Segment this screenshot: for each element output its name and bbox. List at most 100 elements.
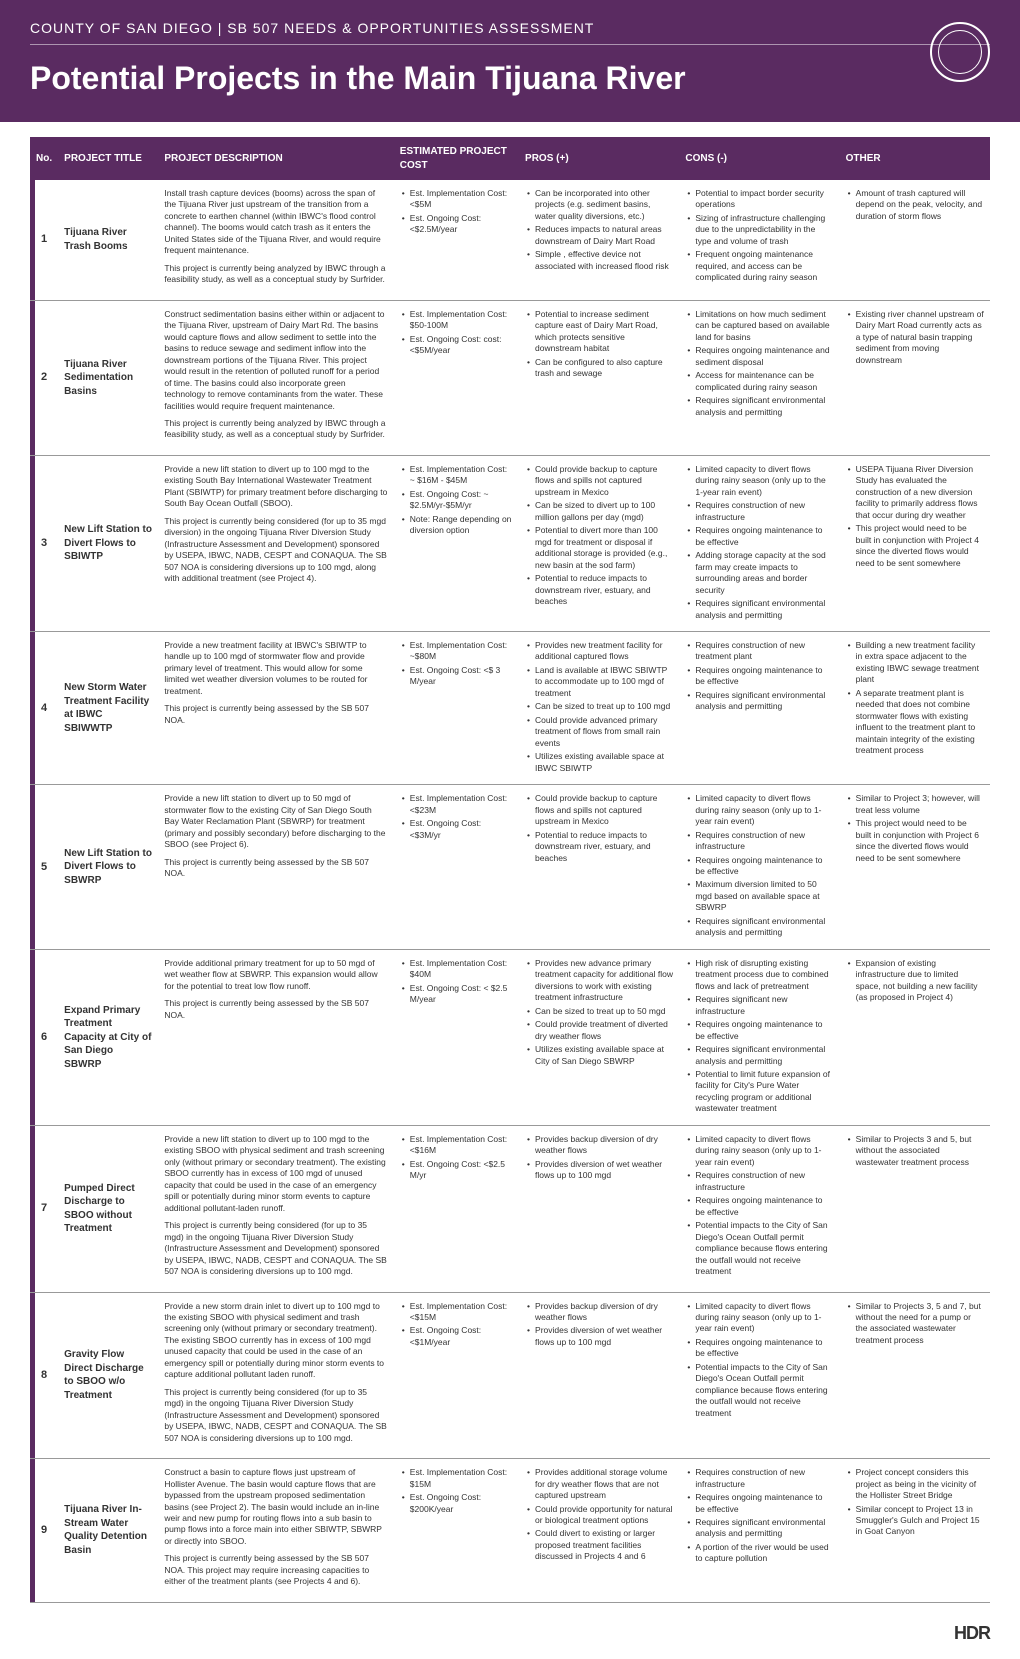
list-item: Requires significant environmental analy…	[685, 395, 833, 418]
table-header-row: No. PROJECT TITLE PROJECT DESCRIPTION ES…	[30, 137, 990, 180]
row-number: 4	[30, 632, 58, 785]
project-title: New Lift Station to Divert Flows to SBWR…	[58, 785, 158, 950]
list-item: Provides new advance primary treatment c…	[525, 958, 673, 1004]
list-item: Requires significant environmental analy…	[685, 1517, 833, 1540]
project-title: Expand Primary Treatment Capacity at Cit…	[58, 949, 158, 1125]
project-title: New Lift Station to Divert Flows to SBIW…	[58, 455, 158, 631]
list-item: Est. Ongoing Cost: <$1M/year	[400, 1325, 513, 1348]
list-item: Utilizes existing available space at IBW…	[525, 751, 673, 774]
page-header: COUNTY OF SAN DIEGO | SB 507 NEEDS & OPP…	[0, 0, 1020, 122]
table-row: 6Expand Primary Treatment Capacity at Ci…	[30, 949, 990, 1125]
list-item: Est. Ongoing Cost: <$2.5M/year	[400, 213, 513, 236]
list-item: Potential to reduce impacts to downstrea…	[525, 830, 673, 864]
table-row: 2Tijuana River Sedimentation BasinsConst…	[30, 300, 990, 455]
list-item: Est. Implementation Cost: <$23M	[400, 793, 513, 816]
project-other: Amount of trash captured will depend on …	[840, 180, 990, 300]
list-item: Est. Implementation Cost: <$15M	[400, 1301, 513, 1324]
list-item: Requires significant environmental analy…	[685, 598, 833, 621]
list-item: Est. Ongoing Cost: < $2.5 M/year	[400, 983, 513, 1006]
list-item: Provides diversion of wet weather flows …	[525, 1325, 673, 1348]
project-cost: Est. Implementation Cost: ~ $16M - $45ME…	[394, 455, 519, 631]
project-pros: Provides backup diversion of dry weather…	[519, 1292, 679, 1459]
project-description: Provide a new treatment facility at IBWC…	[158, 632, 393, 785]
row-number: 5	[30, 785, 58, 950]
list-item: Est. Implementation Cost: <$16M	[400, 1134, 513, 1157]
table-row: 7Pumped Direct Discharge to SBOO without…	[30, 1125, 990, 1292]
project-description: Provide a new lift station to divert up …	[158, 1125, 393, 1292]
project-title: Pumped Direct Discharge to SBOO without …	[58, 1125, 158, 1292]
project-other: Expansion of existing infrastructure due…	[840, 949, 990, 1125]
project-cost: Est. Implementation Cost: <$23MEst. Ongo…	[394, 785, 519, 950]
project-pros: Can be incorporated into other projects …	[519, 180, 679, 300]
list-item: Requires ongoing maintenance to be effec…	[685, 665, 833, 688]
list-item: Amount of trash captured will depend on …	[846, 188, 984, 222]
col-header-other: OTHER	[840, 137, 990, 180]
list-item: Similar to Projects 3, 5 and 7, but with…	[846, 1301, 984, 1347]
list-item: Can be sized to divert up to 100 million…	[525, 500, 673, 523]
list-item: Could provide advanced primary treatment…	[525, 715, 673, 749]
list-item: Utilizes existing available space at Cit…	[525, 1044, 673, 1067]
list-item: Est. Ongoing Cost: ~ $2.5M/yr-$5M/yr	[400, 489, 513, 512]
table-row: 9Tijuana River In-Stream Water Quality D…	[30, 1459, 990, 1603]
list-item: Est. Implementation Cost: $40M	[400, 958, 513, 981]
list-item: Requires construction of new infrastruct…	[685, 1467, 833, 1490]
row-number: 8	[30, 1292, 58, 1459]
project-cons: High risk of disrupting existing treatme…	[679, 949, 839, 1125]
list-item: Est. Ongoing Cost: <$2.5 M/yr	[400, 1159, 513, 1182]
list-item: Limitations on how much sediment can be …	[685, 309, 833, 343]
list-item: Adding storage capacity at the sod farm …	[685, 550, 833, 596]
list-item: Est. Ongoing Cost: cost: <$5M/year	[400, 334, 513, 357]
page-title: Potential Projects in the Main Tijuana R…	[30, 60, 990, 97]
list-item: Requires construction of new infrastruct…	[685, 1170, 833, 1193]
list-item: Potential impacts to the City of San Die…	[685, 1220, 833, 1277]
row-number: 9	[30, 1459, 58, 1603]
list-item: High risk of disrupting existing treatme…	[685, 958, 833, 992]
row-number: 1	[30, 180, 58, 300]
header-breadcrumb: COUNTY OF SAN DIEGO | SB 507 NEEDS & OPP…	[30, 20, 990, 36]
footer-logo: HDR	[0, 1623, 1020, 1659]
list-item: Provides backup diversion of dry weather…	[525, 1134, 673, 1157]
project-cons: Limited capacity to divert flows during …	[679, 455, 839, 631]
project-other: Existing river channel upstream of Dairy…	[840, 300, 990, 455]
list-item: Requires significant environmental analy…	[685, 916, 833, 939]
list-item: Est. Ongoing Cost: $200K/year	[400, 1492, 513, 1515]
project-pros: Could provide backup to capture flows an…	[519, 785, 679, 950]
list-item: Requires significant environmental analy…	[685, 1044, 833, 1067]
list-item: Maximum diversion limited to 50 mgd base…	[685, 879, 833, 913]
list-item: Requires ongoing maintenance to be effec…	[685, 1337, 833, 1360]
project-title: Tijuana River In-Stream Water Quality De…	[58, 1459, 158, 1603]
list-item: Could provide opportunity for natural or…	[525, 1504, 673, 1527]
col-header-pros: PROS (+)	[519, 137, 679, 180]
col-header-cons: CONS (-)	[679, 137, 839, 180]
table-row: 5New Lift Station to Divert Flows to SBW…	[30, 785, 990, 950]
list-item: Requires ongoing maintenance to be effec…	[685, 855, 833, 878]
project-other: Building a new treatment facility in ext…	[840, 632, 990, 785]
row-number: 2	[30, 300, 58, 455]
list-item: Could provide backup to capture flows an…	[525, 793, 673, 827]
project-cost: Est. Implementation Cost: <$15MEst. Ongo…	[394, 1292, 519, 1459]
table-row: 3New Lift Station to Divert Flows to SBI…	[30, 455, 990, 631]
list-item: Can be configured to also capture trash …	[525, 357, 673, 380]
project-cons: Limited capacity to divert flows during …	[679, 1125, 839, 1292]
list-item: Requires ongoing maintenance to be effec…	[685, 1019, 833, 1042]
col-header-cost: ESTIMATED PROJECT COST	[394, 137, 519, 180]
project-cons: Limited capacity to divert flows during …	[679, 785, 839, 950]
list-item: Requires significant environmental analy…	[685, 690, 833, 713]
list-item: A separate treatment plant is needed tha…	[846, 688, 984, 757]
col-header-desc: PROJECT DESCRIPTION	[158, 137, 393, 180]
list-item: Est. Implementation Cost: $15M	[400, 1467, 513, 1490]
project-pros: Provides additional storage volume for d…	[519, 1459, 679, 1603]
project-other: Similar to Projects 3, 5 and 7, but with…	[840, 1292, 990, 1459]
table-row: 4New Storm Water Treatment Facility at I…	[30, 632, 990, 785]
list-item: Can be sized to treat up to 100 mgd	[525, 701, 673, 712]
project-description: Construct a basin to capture flows just …	[158, 1459, 393, 1603]
list-item: Building a new treatment facility in ext…	[846, 640, 984, 686]
list-item: Requires construction of new infrastruct…	[685, 830, 833, 853]
project-cons: Limitations on how much sediment can be …	[679, 300, 839, 455]
list-item: USEPA Tijuana River Diversion Study has …	[846, 464, 984, 521]
list-item: Access for maintenance can be complicate…	[685, 370, 833, 393]
list-item: Existing river channel upstream of Dairy…	[846, 309, 984, 366]
list-item: Est. Implementation Cost: $50-100M	[400, 309, 513, 332]
list-item: Could divert to existing or larger propo…	[525, 1528, 673, 1562]
project-cons: Potential to impact border security oper…	[679, 180, 839, 300]
